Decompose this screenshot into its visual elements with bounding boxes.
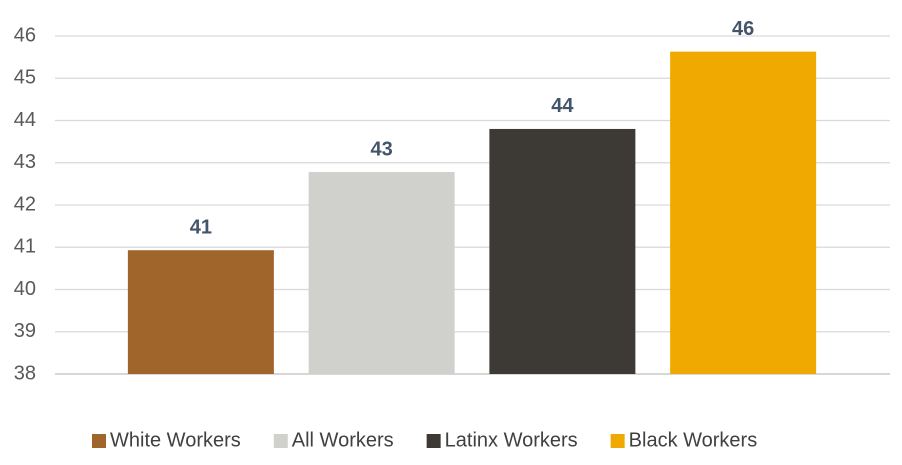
bar xyxy=(127,250,274,374)
y-tick-label: 44 xyxy=(14,109,36,131)
y-tick-label: 38 xyxy=(14,362,36,384)
y-tick-label: 42 xyxy=(14,193,36,215)
legend-label: Black Workers xyxy=(629,429,758,451)
value-label: 43 xyxy=(371,138,393,160)
legend-swatch xyxy=(92,434,106,448)
legend-swatch xyxy=(426,434,441,448)
legend-swatch xyxy=(610,434,625,448)
value-label: 46 xyxy=(732,18,754,40)
y-tick-label: 41 xyxy=(14,236,36,258)
bar xyxy=(489,128,636,374)
y-tick-label: 45 xyxy=(14,67,36,89)
y-tick-label: 43 xyxy=(14,151,36,173)
legend-swatch xyxy=(273,434,288,448)
bar xyxy=(670,51,817,374)
legend-label: Latinx Workers xyxy=(445,429,578,451)
y-tick-label: 40 xyxy=(14,278,36,300)
y-tick-label: 39 xyxy=(14,320,36,342)
y-tick-label: 46 xyxy=(14,24,36,46)
value-label: 41 xyxy=(190,216,212,238)
value-label: 44 xyxy=(551,95,574,117)
legend-label: White Workers xyxy=(110,429,241,451)
legend-label: All Workers xyxy=(292,429,394,451)
bar xyxy=(308,172,455,374)
